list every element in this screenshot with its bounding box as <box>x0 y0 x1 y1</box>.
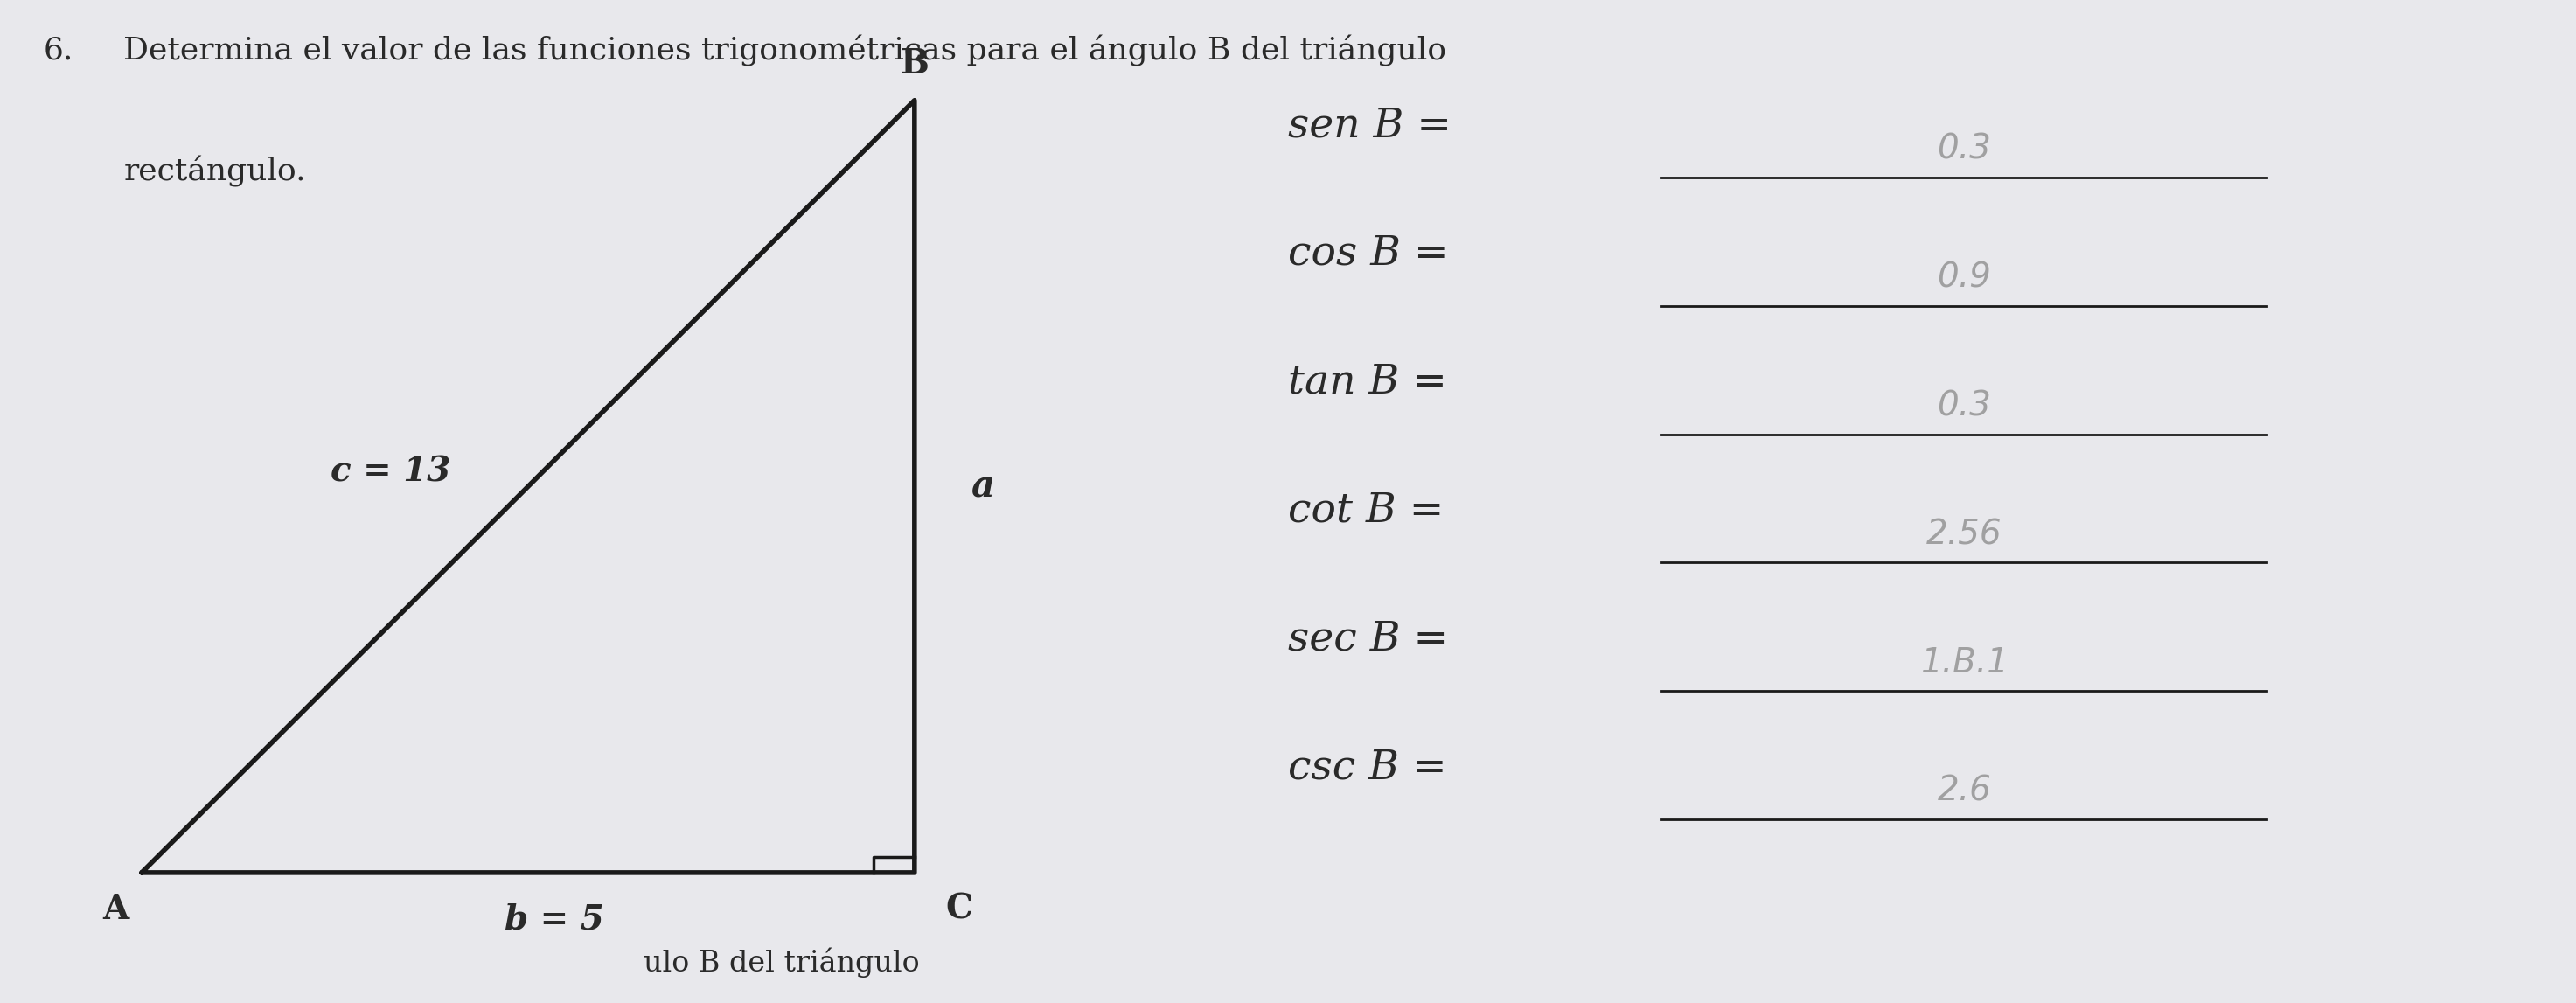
Text: 0.9: 0.9 <box>1937 261 1991 295</box>
Text: sen B =: sen B = <box>1288 105 1450 145</box>
Text: ulo B del triángulo: ulo B del triángulo <box>644 948 920 978</box>
Text: sec B =: sec B = <box>1288 619 1448 659</box>
Text: rectángulo.: rectángulo. <box>124 155 307 187</box>
Text: 0.3: 0.3 <box>1937 389 1991 423</box>
Text: a: a <box>971 468 994 505</box>
Text: B: B <box>899 47 930 80</box>
Text: c = 13: c = 13 <box>330 454 451 488</box>
Text: b = 5: b = 5 <box>505 903 603 936</box>
Text: tan B =: tan B = <box>1288 362 1448 402</box>
Text: 0.3: 0.3 <box>1937 132 1991 166</box>
Text: 2.56: 2.56 <box>1927 518 2002 552</box>
Text: 6.: 6. <box>44 35 75 65</box>
Text: Determina el valor de las funciones trigonométricas para el ángulo B del triángu: Determina el valor de las funciones trig… <box>124 35 1448 66</box>
Text: cos B =: cos B = <box>1288 234 1448 274</box>
Text: 1.B.1: 1.B.1 <box>1919 646 2009 680</box>
Text: cot B =: cot B = <box>1288 490 1445 531</box>
Text: csc B =: csc B = <box>1288 747 1448 787</box>
Text: C: C <box>945 893 974 926</box>
Text: A: A <box>103 893 129 926</box>
Text: 2.6: 2.6 <box>1937 774 1991 808</box>
